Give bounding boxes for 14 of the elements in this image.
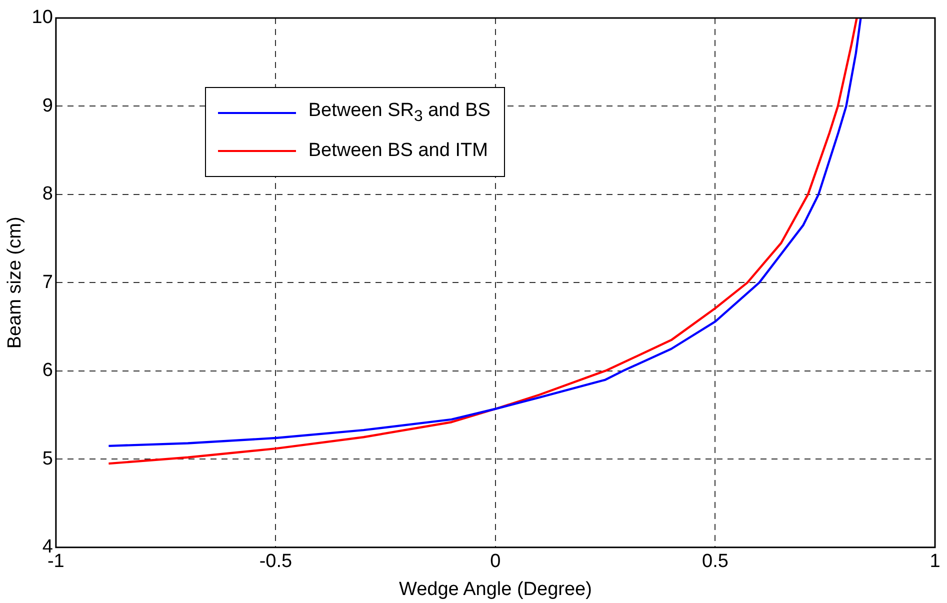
legend-label: Between BS and ITM bbox=[308, 140, 488, 162]
y-tick-label: 10 bbox=[32, 7, 53, 28]
x-tick-label: 0 bbox=[490, 551, 501, 572]
y-axis-title: Beam size (cm) bbox=[4, 216, 26, 349]
x-tick-label: 1 bbox=[930, 551, 940, 572]
y-tick-label: 5 bbox=[42, 448, 53, 470]
y-tick-label: 7 bbox=[42, 272, 53, 293]
y-tick-label: 6 bbox=[42, 360, 53, 382]
x-tick-label: 0.5 bbox=[702, 551, 728, 572]
x-tick-label: -0.5 bbox=[259, 551, 292, 572]
y-tick-label: 9 bbox=[42, 95, 53, 116]
y-tick-label: 8 bbox=[42, 184, 53, 205]
x-axis-title: Wedge Angle (Degree) bbox=[399, 578, 592, 600]
legend-label: Between SR$_{3}$ and BS bbox=[308, 100, 490, 126]
